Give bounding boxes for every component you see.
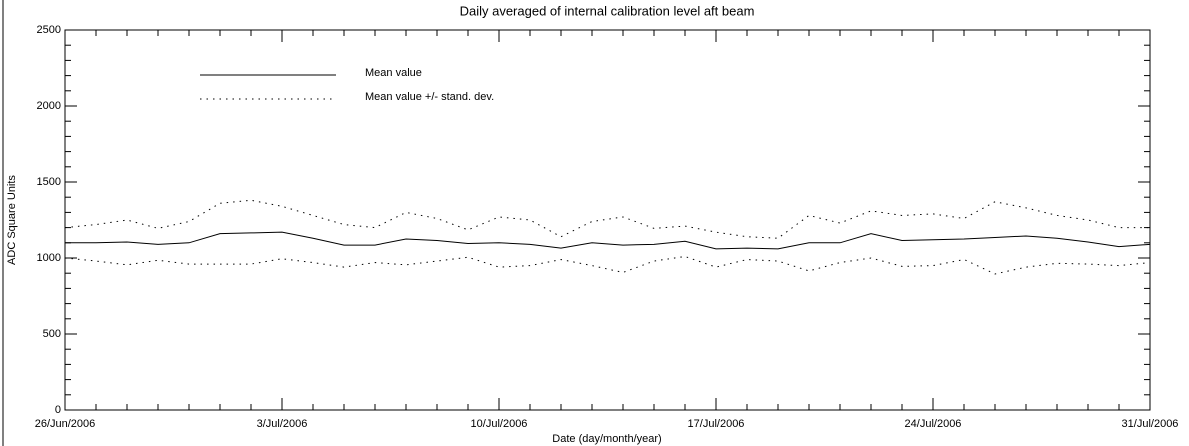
plot-frame <box>64 29 1151 411</box>
x-tick-label: 24/Jul/2006 <box>905 418 962 430</box>
y-tick-label: 500 <box>43 328 61 340</box>
x-tick-label: 17/Jul/2006 <box>688 418 745 430</box>
y-axis-label: ADC Square Units <box>6 175 18 265</box>
y-tick-label: 2000 <box>37 100 61 112</box>
x-axis-label: Date (day/month/year) <box>552 433 661 445</box>
legend-label: Mean value +/- stand. dev. <box>365 91 494 103</box>
x-tick-label: 10/Jul/2006 <box>471 418 528 430</box>
series-line <box>64 199 1150 239</box>
y-tick-label: 0 <box>55 404 61 416</box>
y-tick-label: 1500 <box>37 176 61 188</box>
series-line <box>65 231 1151 250</box>
x-tick-label: 3/Jul/2006 <box>257 418 308 430</box>
chart-title: Daily averaged of internal calibration l… <box>460 3 755 18</box>
series-line <box>64 255 1151 275</box>
x-tick-label: 26/Jun/2006 <box>35 418 96 430</box>
x-tick-label: 31/Jul/2006 <box>1122 418 1179 430</box>
y-tick-label: 2500 <box>37 24 61 36</box>
legend-label: Mean value <box>365 67 422 79</box>
y-tick-label: 1000 <box>37 252 61 264</box>
